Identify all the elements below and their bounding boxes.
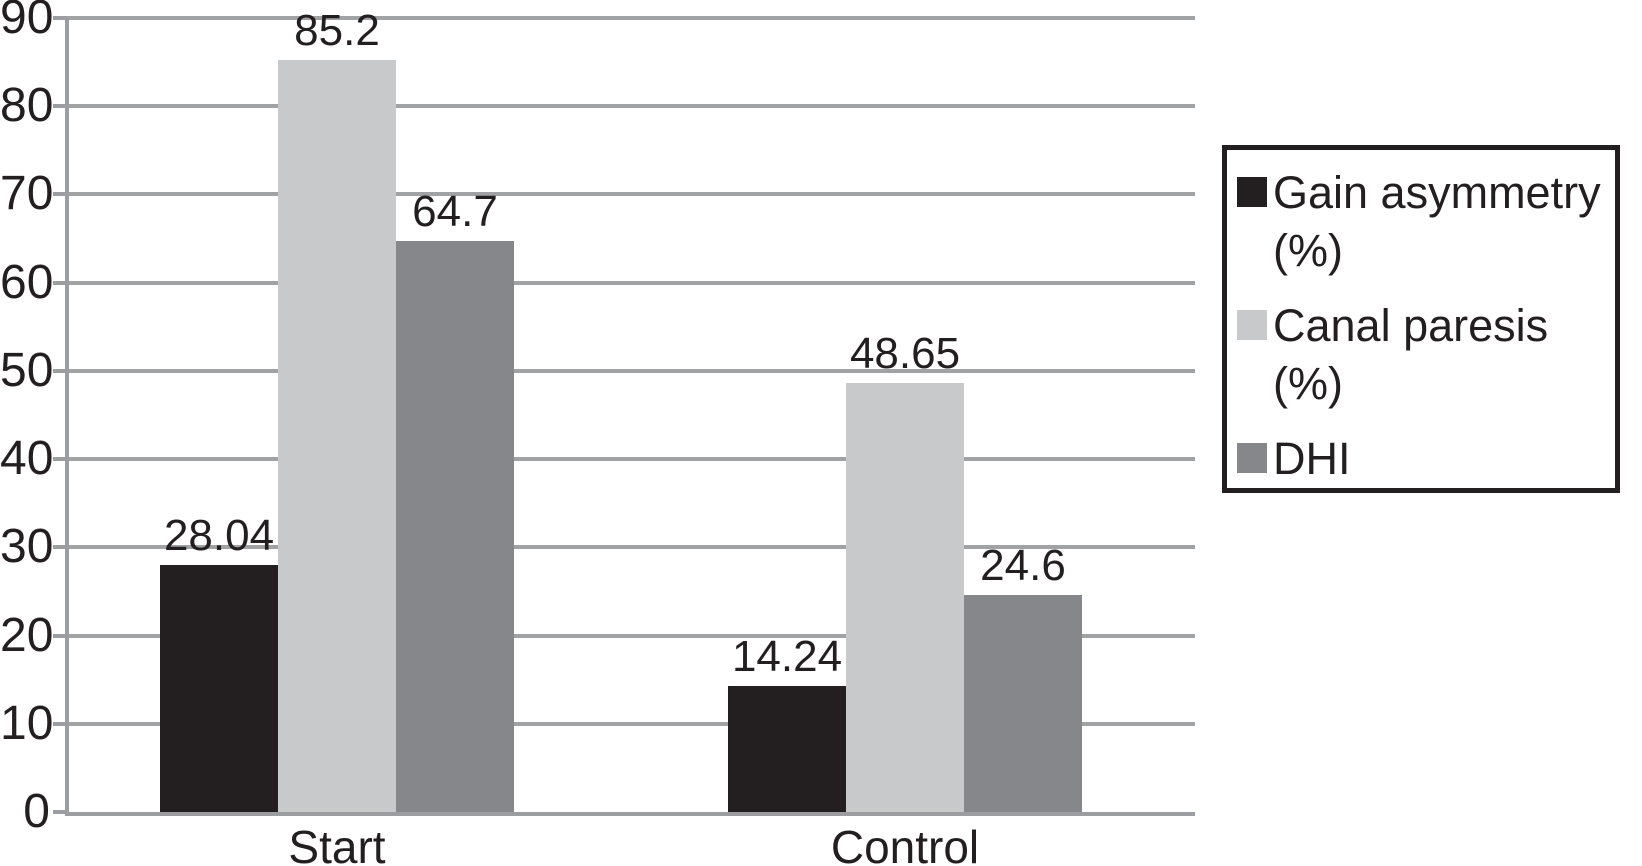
y-tick-10 bbox=[53, 721, 67, 726]
legend-entry-gain-asymmetry: Gain asymmetry (%) bbox=[1237, 164, 1609, 280]
y-tick-90 bbox=[53, 16, 67, 20]
bar-dhi-control bbox=[964, 594, 1082, 812]
y-tick-70 bbox=[53, 192, 67, 197]
category-label-start: Start bbox=[288, 821, 386, 866]
y-tick-label-80: 80 bbox=[0, 79, 54, 133]
bar-canal-paresis-control bbox=[846, 382, 964, 812]
y-tick-60 bbox=[53, 280, 67, 285]
legend-label-gain-asymmetry: Gain asymmetry (%) bbox=[1273, 167, 1601, 276]
legend-label-canal-paresis: Canal paresis (%) bbox=[1273, 300, 1549, 409]
y-tick-label-0: 0 bbox=[23, 785, 50, 838]
bar-canal-paresis-start bbox=[278, 60, 396, 812]
y-tick-0 bbox=[53, 810, 67, 814]
y-axis-line bbox=[65, 18, 69, 816]
gridline-y-30 bbox=[65, 545, 1195, 550]
gridline-y-40 bbox=[65, 457, 1195, 462]
x-axis-line bbox=[65, 812, 1195, 816]
gridline-y-70 bbox=[65, 192, 1195, 197]
y-tick-80 bbox=[53, 104, 67, 109]
bar-value-label-dhi-control: 24.6 bbox=[980, 540, 1066, 590]
bar-value-label-gain-asymmetry-control: 14.24 bbox=[731, 632, 843, 682]
bar-value-label-dhi-start: 64.7 bbox=[412, 187, 498, 237]
y-tick-20 bbox=[53, 633, 67, 638]
legend: Gain asymmetry (%) Canal paresis (%) DHI bbox=[1222, 145, 1620, 493]
y-tick-label-50: 50 bbox=[0, 343, 54, 397]
gridline-y-90 bbox=[65, 16, 1195, 20]
y-tick-40 bbox=[53, 457, 67, 462]
legend-swatch-gain-asymmetry bbox=[1237, 177, 1267, 207]
category-label-control: Control bbox=[830, 821, 980, 866]
gridline-y-50 bbox=[65, 368, 1195, 373]
bar-dhi-start bbox=[396, 241, 514, 812]
legend-swatch-dhi bbox=[1237, 443, 1267, 473]
legend-label-dhi: DHI bbox=[1273, 433, 1351, 484]
bar-value-label-canal-paresis-control: 48.65 bbox=[849, 328, 961, 378]
gridline-y-10 bbox=[65, 721, 1195, 726]
legend-entry-dhi: DHI bbox=[1237, 430, 1609, 488]
y-tick-label-40: 40 bbox=[0, 432, 54, 486]
gridline-y-20 bbox=[65, 633, 1195, 638]
y-tick-label-60: 60 bbox=[0, 255, 54, 309]
y-tick-label-10: 10 bbox=[0, 696, 54, 750]
bar-value-label-canal-paresis-start: 85.2 bbox=[294, 6, 380, 56]
y-tick-label-30: 30 bbox=[0, 520, 54, 574]
y-tick-30 bbox=[53, 545, 67, 550]
legend-entry-canal-paresis: Canal paresis (%) bbox=[1237, 297, 1609, 413]
y-tick-label-20: 20 bbox=[0, 608, 54, 662]
gridline-y-80 bbox=[65, 104, 1195, 109]
gridline-y-60 bbox=[65, 280, 1195, 285]
bar-gain-asymmetry-control bbox=[728, 686, 846, 812]
bar-value-label-gain-asymmetry-start: 28.04 bbox=[163, 510, 275, 560]
bar-gain-asymmetry-start bbox=[160, 564, 278, 812]
y-tick-label-70: 70 bbox=[0, 167, 54, 221]
legend-swatch-canal-paresis bbox=[1237, 310, 1267, 340]
y-tick-label-90: 90 bbox=[0, 0, 54, 44]
y-tick-50 bbox=[53, 368, 67, 373]
